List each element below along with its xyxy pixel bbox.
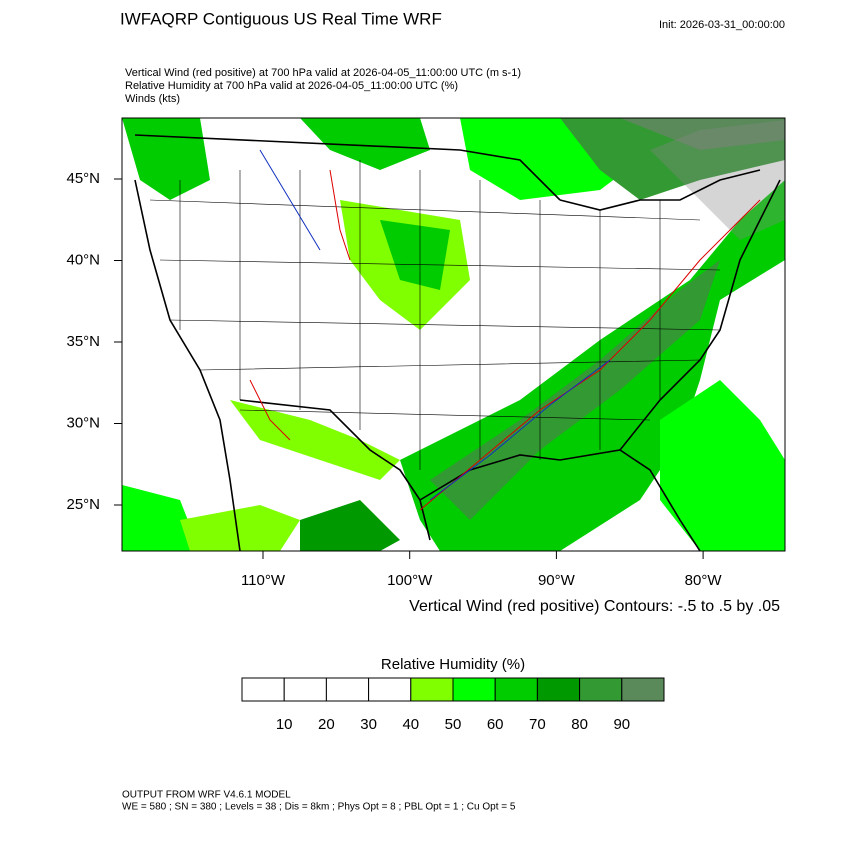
colorbar-label: 40 [402,716,419,733]
colorbar-label: 70 [529,716,546,733]
init-time: Init: 2026-03-31_00:00:00 [659,19,785,31]
colorbar-title: Relative Humidity (%) [381,656,525,673]
lon-label: 100°W [387,572,433,589]
lat-label: 35°N [66,333,100,350]
lon-label: 80°W [685,572,723,589]
colorbar-box [536,677,581,702]
lat-label: 25°N [66,496,100,513]
colorbar: 10 20 30 40 50 60 70 80 90 [241,677,665,733]
map-frame [121,117,786,552]
colorbar-label: 90 [613,716,630,733]
humidity-field [122,118,785,551]
colorbar-box [452,677,496,702]
lon-label: 90°W [538,572,576,589]
lat-label: 45°N [66,170,100,187]
colorbar-label: 20 [318,716,335,733]
colorbar-box [241,677,285,702]
map [121,117,786,552]
lon-axis: 110°W 100°W 90°W 80°W [241,551,722,589]
colorbar-label: 60 [487,716,504,733]
colorbar-box [410,677,454,702]
colorbar-box [283,677,327,702]
subtitle: Vertical Wind (red positive) at 700 hPa … [125,67,521,79]
subtitle: Relative Humidity at 700 hPa valid at 20… [125,80,458,92]
lat-label: 40°N [66,251,100,268]
contour-note: Vertical Wind (red positive) Contours: -… [409,598,780,615]
subtitle: Winds (kts) [125,93,180,105]
colorbar-box [621,677,665,702]
colorbar-label: 30 [360,716,377,733]
lat-label: 30°N [66,414,100,431]
colorbar-label: 50 [445,716,462,733]
vertical-wind-contours [249,149,761,511]
footer: WE = 580 ; SN = 380 ; Levels = 38 ; Dis … [122,802,516,813]
lat-axis: 45°N 40°N 35°N 30°N 25°N [66,170,122,513]
lon-label: 110°W [241,572,286,589]
colorbar-label: 80 [571,716,588,733]
title: IWFAQRP Contiguous US Real Time WRF [120,9,442,28]
colorbar-box [325,677,370,702]
colorbar-box [579,677,623,702]
colorbar-label: 10 [276,716,293,733]
footer: OUTPUT FROM WRF V4.6.1 MODEL [122,790,291,801]
colorbar-box [368,677,412,702]
state-lines [149,160,721,470]
colorbar-box [494,677,538,702]
